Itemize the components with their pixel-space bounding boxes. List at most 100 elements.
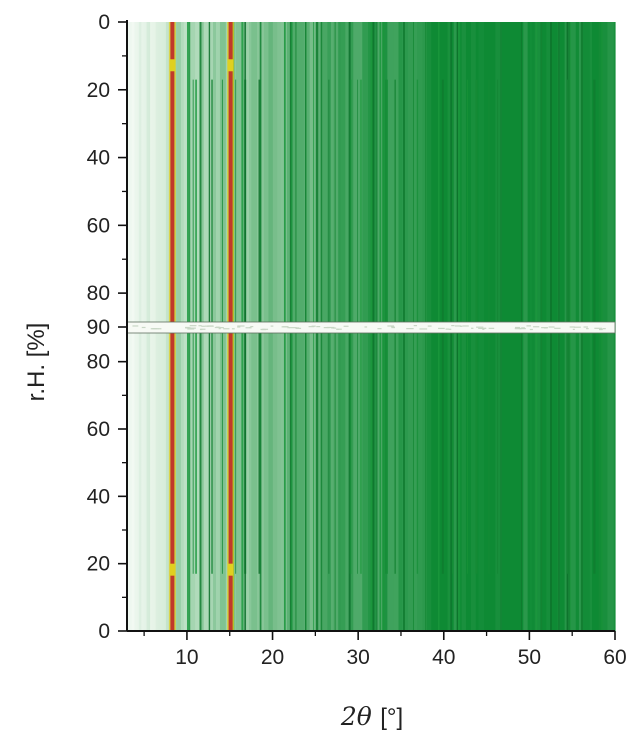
band-texture [364, 326, 368, 328]
band-texture [518, 328, 526, 330]
band-texture [326, 326, 335, 329]
band-texture [476, 326, 484, 328]
band-texture [185, 327, 192, 329]
band-texture [548, 326, 555, 328]
band-texture [201, 325, 205, 327]
band-texture [289, 327, 297, 329]
band-texture [478, 327, 487, 330]
x-tick-label: 60 [603, 646, 626, 669]
band-texture [451, 325, 455, 327]
band-texture [187, 328, 195, 330]
band-texture [514, 328, 522, 330]
band-texture [250, 325, 254, 328]
band-texture [488, 327, 495, 329]
band-texture [219, 327, 224, 329]
band-texture [323, 327, 330, 329]
x-tick-label: 20 [261, 646, 284, 669]
band-texture [189, 325, 197, 327]
band-texture [529, 328, 533, 331]
x-tick-label: 10 [175, 646, 198, 669]
band-texture [413, 325, 418, 327]
band-texture [521, 327, 525, 329]
band-texture [308, 326, 315, 328]
peak-transition [228, 563, 234, 576]
band-texture [541, 327, 548, 329]
band-texture [583, 326, 588, 328]
band-texture [602, 328, 606, 330]
band-texture [214, 326, 222, 329]
band-texture [377, 328, 382, 330]
band-texture [600, 328, 603, 330]
x-axis-label: 2θ [°] [340, 702, 403, 731]
y-tick-label: 80 [87, 282, 110, 305]
x-axis-symbol: 2θ [340, 702, 372, 731]
y-tick-label: 80 [87, 351, 110, 374]
band-texture [336, 328, 340, 330]
band-texture [406, 328, 414, 330]
y-tick-label: 0 [98, 620, 110, 643]
band-texture [482, 328, 485, 330]
band-texture [198, 325, 202, 327]
y-tick-label: 20 [87, 79, 110, 102]
band-texture [514, 326, 521, 329]
band-texture [189, 327, 196, 329]
band-texture [237, 326, 241, 328]
band-texture [270, 325, 274, 327]
band-texture [282, 326, 289, 328]
x-tick-label: 30 [346, 646, 369, 669]
band-texture [295, 327, 300, 329]
peak-transition [169, 563, 175, 576]
x-axis-unit: [°] [380, 704, 403, 731]
band-texture [152, 328, 158, 330]
band-texture [287, 327, 290, 329]
band-texture [572, 328, 575, 330]
band-texture [445, 328, 449, 330]
y-axis-label: r.H. [%] [23, 323, 50, 402]
band-texture [206, 325, 214, 327]
band-texture [218, 328, 221, 330]
band-texture [554, 327, 561, 329]
band-texture [462, 325, 469, 327]
band-texture [141, 326, 146, 329]
y-tick-label: 40 [87, 485, 110, 508]
band-texture [594, 327, 602, 329]
band-texture [223, 328, 230, 330]
band-texture [261, 328, 267, 331]
y-tick-label: 90 [87, 316, 110, 339]
band-texture [204, 325, 209, 327]
band-texture [316, 325, 321, 328]
axes: 0 20 40 60 80 90 80 60 40 20 0 10 20 30 40 50 60 [87, 11, 627, 669]
band-texture [419, 328, 428, 330]
x-tick-label: 50 [518, 646, 541, 669]
band-texture [157, 328, 162, 330]
y-tick-label: 60 [87, 214, 110, 237]
band-texture [390, 325, 395, 328]
heatmap-plot-area [126, 22, 616, 631]
band-texture [231, 328, 235, 330]
band-texture [332, 327, 337, 329]
band-texture [586, 328, 589, 330]
band-texture [573, 326, 581, 328]
band-texture [533, 326, 540, 328]
x-tick-label: 40 [432, 646, 455, 669]
y-tick-label: 60 [87, 418, 110, 441]
peak-transition [228, 59, 234, 72]
band-texture [438, 327, 445, 330]
band-texture [569, 326, 575, 328]
band-texture [448, 328, 452, 330]
y-tick-label: 40 [87, 147, 110, 170]
band-texture [199, 328, 203, 331]
y-tick-label: 0 [98, 11, 110, 34]
band-texture [387, 325, 395, 327]
band-texture [427, 325, 432, 327]
y-tick-label: 20 [87, 553, 110, 576]
band-texture [391, 326, 396, 329]
band-texture [483, 327, 487, 329]
peak-transition [169, 59, 175, 72]
band-texture [200, 328, 206, 330]
band-texture [237, 325, 245, 327]
band-texture [245, 327, 252, 329]
band-texture [132, 325, 139, 327]
band-texture [471, 327, 474, 329]
